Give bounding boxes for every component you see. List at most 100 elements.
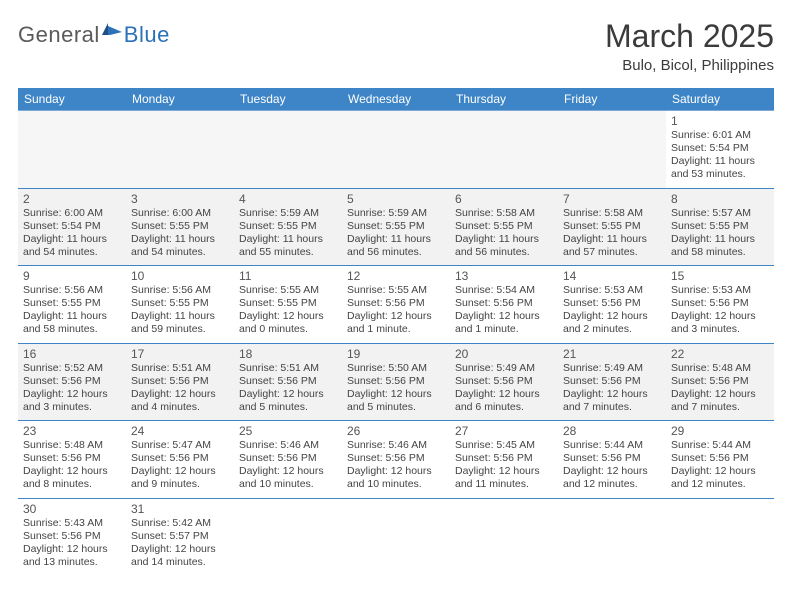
calendar-cell: 28Sunrise: 5:44 AMSunset: 5:56 PMDayligh…	[558, 421, 666, 499]
sunset-text: Sunset: 5:55 PM	[23, 297, 121, 310]
weekday-header: Sunday	[18, 88, 126, 111]
daylight-text: Daylight: 12 hours and 3 minutes.	[23, 388, 121, 414]
calendar-row: 2Sunrise: 6:00 AMSunset: 5:54 PMDaylight…	[18, 188, 774, 266]
day-info: Sunrise: 5:56 AMSunset: 5:55 PMDaylight:…	[131, 284, 229, 337]
sunset-text: Sunset: 5:54 PM	[23, 220, 121, 233]
daylight-text: Daylight: 12 hours and 7 minutes.	[671, 388, 769, 414]
day-info: Sunrise: 5:59 AMSunset: 5:55 PMDaylight:…	[239, 207, 337, 260]
sunset-text: Sunset: 5:55 PM	[347, 220, 445, 233]
day-info: Sunrise: 6:00 AMSunset: 5:55 PMDaylight:…	[131, 207, 229, 260]
weekday-header: Thursday	[450, 88, 558, 111]
calendar-cell: 22Sunrise: 5:48 AMSunset: 5:56 PMDayligh…	[666, 343, 774, 421]
day-info: Sunrise: 5:47 AMSunset: 5:56 PMDaylight:…	[131, 439, 229, 492]
day-info: Sunrise: 5:50 AMSunset: 5:56 PMDaylight:…	[347, 362, 445, 415]
weekday-header: Tuesday	[234, 88, 342, 111]
daylight-text: Daylight: 11 hours and 54 minutes.	[131, 233, 229, 259]
sunrise-text: Sunrise: 5:52 AM	[23, 362, 121, 375]
daylight-text: Daylight: 12 hours and 10 minutes.	[239, 465, 337, 491]
sunset-text: Sunset: 5:56 PM	[23, 530, 121, 543]
day-info: Sunrise: 5:56 AMSunset: 5:55 PMDaylight:…	[23, 284, 121, 337]
calendar-cell: 8Sunrise: 5:57 AMSunset: 5:55 PMDaylight…	[666, 188, 774, 266]
sunrise-text: Sunrise: 5:45 AM	[455, 439, 553, 452]
calendar-cell	[234, 111, 342, 189]
sunrise-text: Sunrise: 5:42 AM	[131, 517, 229, 530]
daylight-text: Daylight: 11 hours and 58 minutes.	[671, 233, 769, 259]
day-number: 26	[347, 424, 445, 438]
day-number: 12	[347, 269, 445, 283]
daylight-text: Daylight: 12 hours and 10 minutes.	[347, 465, 445, 491]
sunset-text: Sunset: 5:56 PM	[455, 452, 553, 465]
sunrise-text: Sunrise: 5:57 AM	[671, 207, 769, 220]
sunset-text: Sunset: 5:56 PM	[671, 452, 769, 465]
calendar-row: 9Sunrise: 5:56 AMSunset: 5:55 PMDaylight…	[18, 266, 774, 344]
daylight-text: Daylight: 11 hours and 55 minutes.	[239, 233, 337, 259]
sunrise-text: Sunrise: 5:56 AM	[23, 284, 121, 297]
day-number: 24	[131, 424, 229, 438]
day-info: Sunrise: 5:59 AMSunset: 5:55 PMDaylight:…	[347, 207, 445, 260]
calendar-cell	[342, 111, 450, 189]
day-info: Sunrise: 5:45 AMSunset: 5:56 PMDaylight:…	[455, 439, 553, 492]
sunrise-text: Sunrise: 5:56 AM	[131, 284, 229, 297]
calendar-cell: 21Sunrise: 5:49 AMSunset: 5:56 PMDayligh…	[558, 343, 666, 421]
calendar-cell	[126, 111, 234, 189]
sunrise-text: Sunrise: 5:46 AM	[239, 439, 337, 452]
sunrise-text: Sunrise: 5:47 AM	[131, 439, 229, 452]
daylight-text: Daylight: 12 hours and 2 minutes.	[563, 310, 661, 336]
calendar-cell: 23Sunrise: 5:48 AMSunset: 5:56 PMDayligh…	[18, 421, 126, 499]
sunrise-text: Sunrise: 5:54 AM	[455, 284, 553, 297]
day-info: Sunrise: 5:51 AMSunset: 5:56 PMDaylight:…	[239, 362, 337, 415]
sunset-text: Sunset: 5:54 PM	[671, 142, 769, 155]
calendar-row: 30Sunrise: 5:43 AMSunset: 5:56 PMDayligh…	[18, 498, 774, 575]
calendar-cell: 1Sunrise: 6:01 AMSunset: 5:54 PMDaylight…	[666, 111, 774, 189]
calendar-cell: 2Sunrise: 6:00 AMSunset: 5:54 PMDaylight…	[18, 188, 126, 266]
sunrise-text: Sunrise: 5:58 AM	[563, 207, 661, 220]
day-number: 11	[239, 269, 337, 283]
calendar-cell: 26Sunrise: 5:46 AMSunset: 5:56 PMDayligh…	[342, 421, 450, 499]
day-number: 17	[131, 347, 229, 361]
day-info: Sunrise: 5:55 AMSunset: 5:56 PMDaylight:…	[347, 284, 445, 337]
flag-icon	[102, 21, 124, 44]
day-info: Sunrise: 5:48 AMSunset: 5:56 PMDaylight:…	[23, 439, 121, 492]
calendar-cell: 10Sunrise: 5:56 AMSunset: 5:55 PMDayligh…	[126, 266, 234, 344]
sunrise-text: Sunrise: 5:50 AM	[347, 362, 445, 375]
sunset-text: Sunset: 5:56 PM	[239, 452, 337, 465]
page-title: March 2025	[605, 18, 774, 55]
day-info: Sunrise: 5:53 AMSunset: 5:56 PMDaylight:…	[671, 284, 769, 337]
day-number: 28	[563, 424, 661, 438]
calendar-cell: 24Sunrise: 5:47 AMSunset: 5:56 PMDayligh…	[126, 421, 234, 499]
sunset-text: Sunset: 5:56 PM	[347, 297, 445, 310]
daylight-text: Daylight: 11 hours and 56 minutes.	[347, 233, 445, 259]
sunrise-text: Sunrise: 5:43 AM	[23, 517, 121, 530]
daylight-text: Daylight: 12 hours and 13 minutes.	[23, 543, 121, 569]
sunset-text: Sunset: 5:56 PM	[455, 297, 553, 310]
calendar-cell: 11Sunrise: 5:55 AMSunset: 5:55 PMDayligh…	[234, 266, 342, 344]
daylight-text: Daylight: 12 hours and 12 minutes.	[671, 465, 769, 491]
sunset-text: Sunset: 5:56 PM	[131, 452, 229, 465]
day-number: 22	[671, 347, 769, 361]
daylight-text: Daylight: 12 hours and 14 minutes.	[131, 543, 229, 569]
daylight-text: Daylight: 12 hours and 12 minutes.	[563, 465, 661, 491]
sunrise-text: Sunrise: 5:44 AM	[671, 439, 769, 452]
day-number: 1	[671, 114, 769, 128]
day-number: 16	[23, 347, 121, 361]
sunrise-text: Sunrise: 5:58 AM	[455, 207, 553, 220]
sunset-text: Sunset: 5:55 PM	[563, 220, 661, 233]
daylight-text: Daylight: 12 hours and 1 minute.	[347, 310, 445, 336]
sunset-text: Sunset: 5:56 PM	[347, 375, 445, 388]
day-info: Sunrise: 6:00 AMSunset: 5:54 PMDaylight:…	[23, 207, 121, 260]
sunrise-text: Sunrise: 6:00 AM	[23, 207, 121, 220]
sunset-text: Sunset: 5:56 PM	[239, 375, 337, 388]
sunset-text: Sunset: 5:55 PM	[239, 297, 337, 310]
sunset-text: Sunset: 5:56 PM	[455, 375, 553, 388]
calendar-cell: 15Sunrise: 5:53 AMSunset: 5:56 PMDayligh…	[666, 266, 774, 344]
day-info: Sunrise: 5:49 AMSunset: 5:56 PMDaylight:…	[563, 362, 661, 415]
sunset-text: Sunset: 5:56 PM	[131, 375, 229, 388]
day-info: Sunrise: 5:49 AMSunset: 5:56 PMDaylight:…	[455, 362, 553, 415]
day-info: Sunrise: 5:54 AMSunset: 5:56 PMDaylight:…	[455, 284, 553, 337]
day-info: Sunrise: 5:55 AMSunset: 5:55 PMDaylight:…	[239, 284, 337, 337]
day-number: 25	[239, 424, 337, 438]
weekday-header: Saturday	[666, 88, 774, 111]
location-text: Bulo, Bicol, Philippines	[605, 57, 774, 74]
day-info: Sunrise: 5:46 AMSunset: 5:56 PMDaylight:…	[347, 439, 445, 492]
calendar-cell	[666, 498, 774, 575]
